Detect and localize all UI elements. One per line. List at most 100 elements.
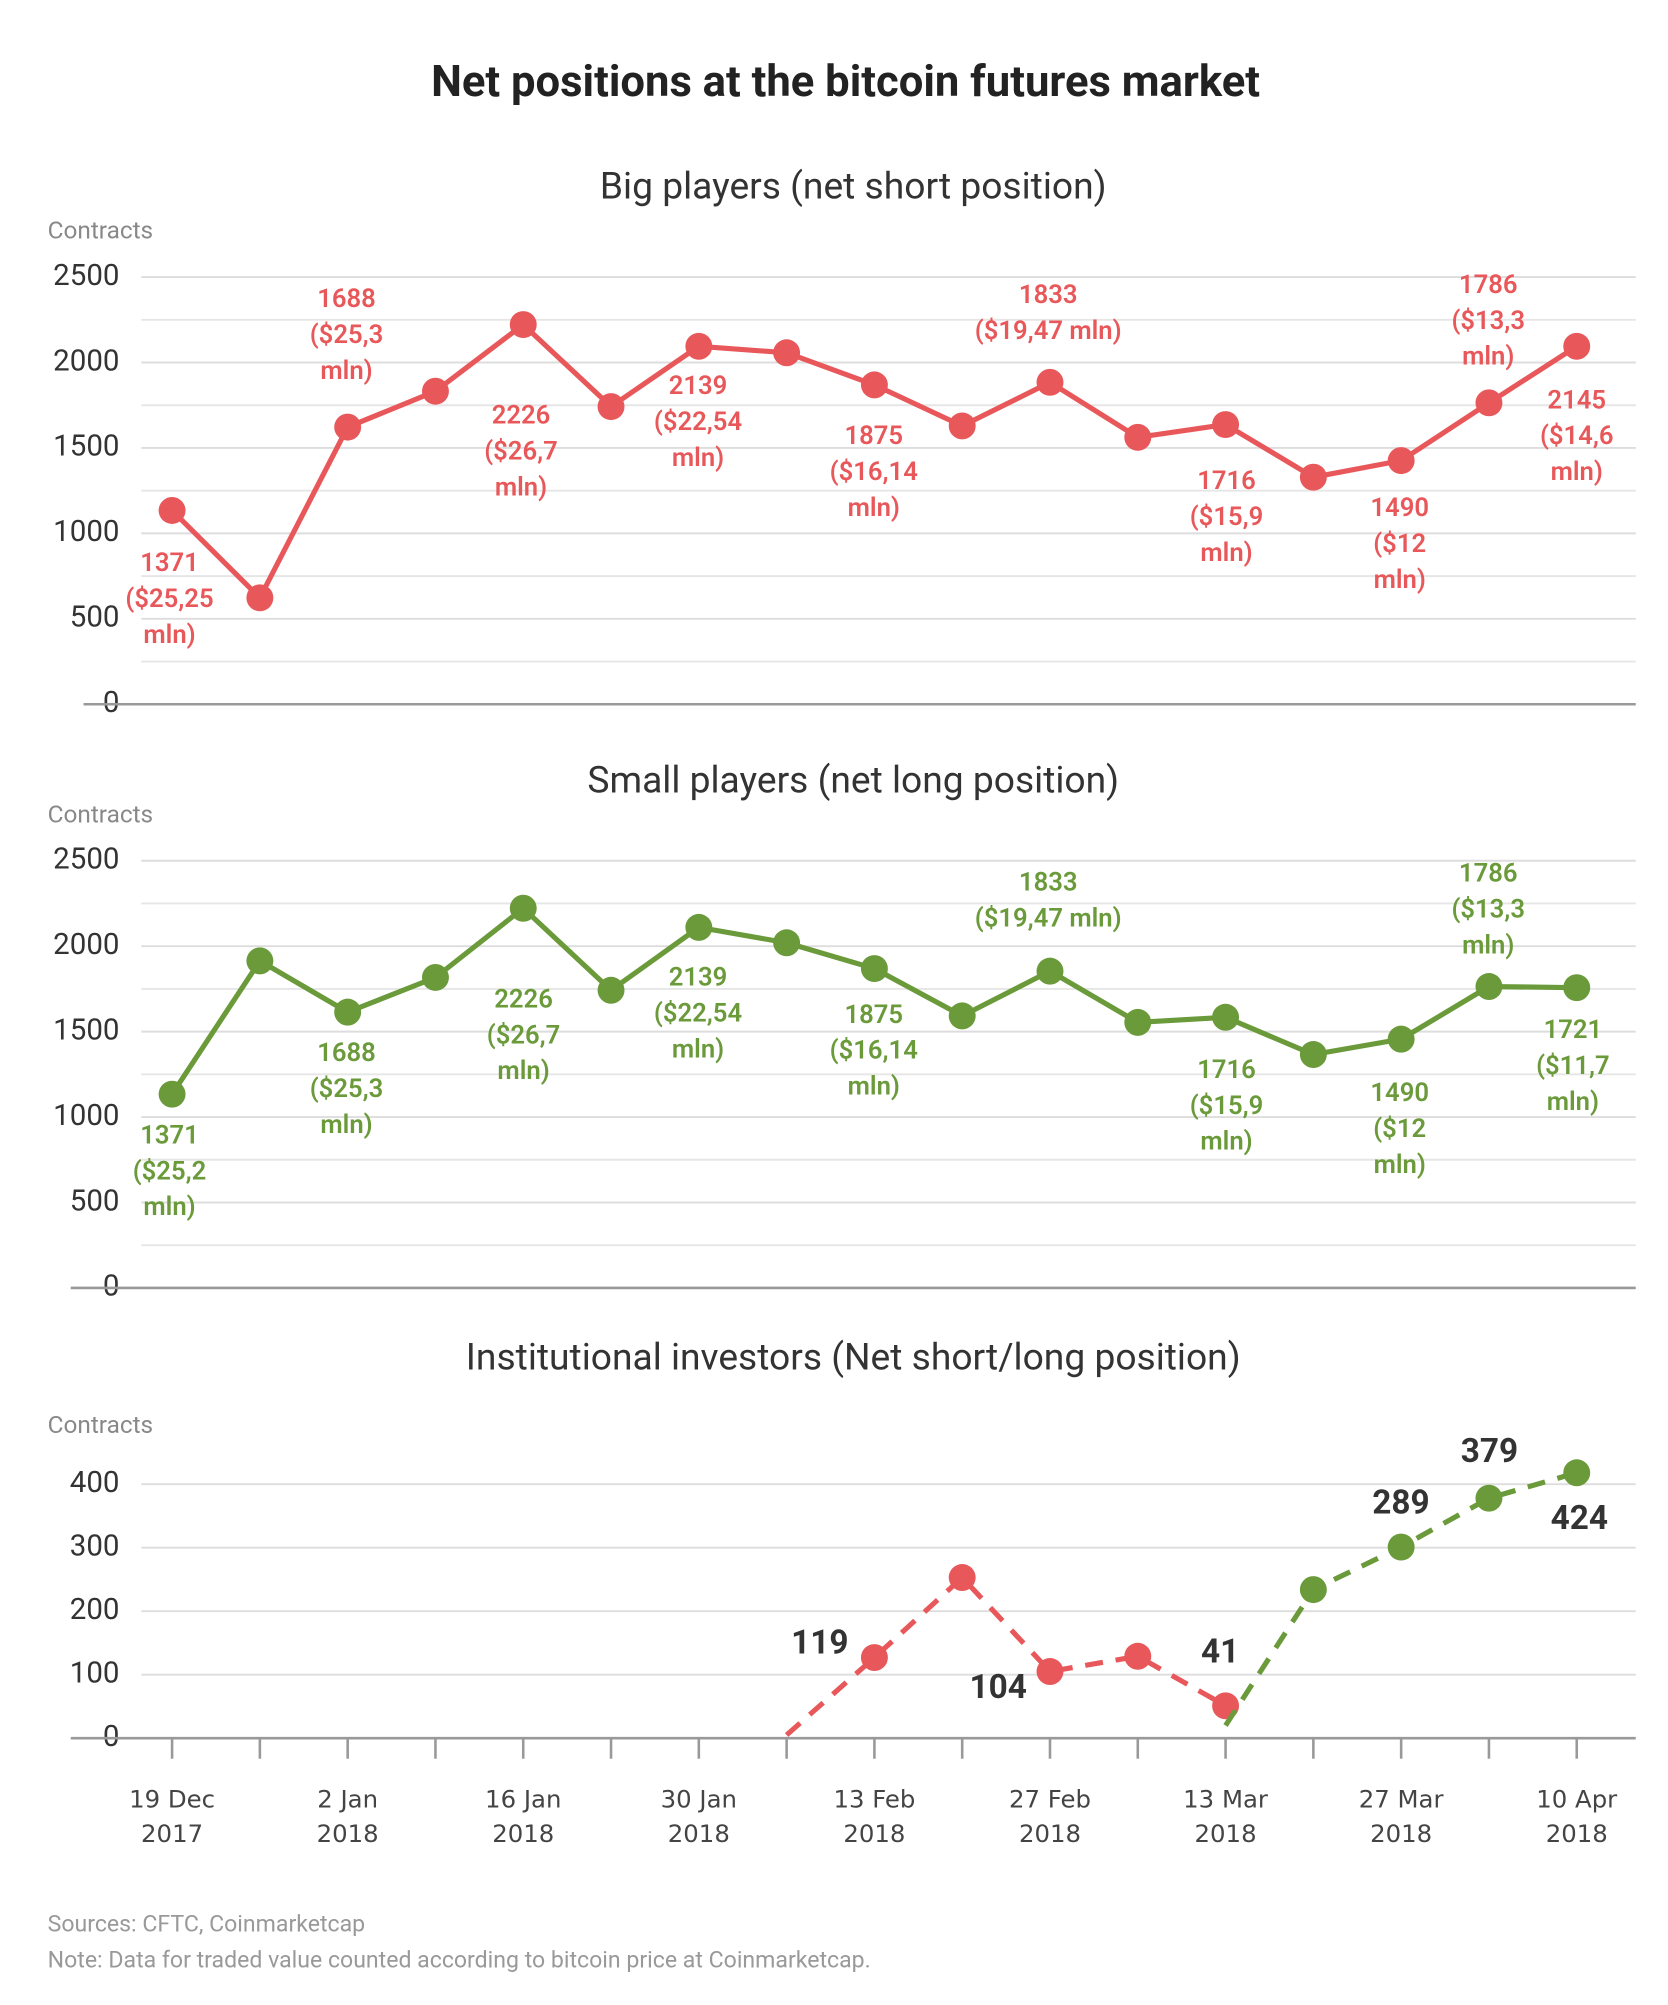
x-tick-label: 13 Feb 2018: [833, 1785, 916, 1849]
annotation: ($25,25: [125, 584, 213, 614]
annotation: 1716: [1197, 1055, 1256, 1085]
x-tick-label-box: 10 Apr 2018: [1536, 1786, 1617, 1849]
chart-title: Small players (net long position): [587, 758, 1119, 802]
chart-title: Big players (net short position): [600, 164, 1107, 208]
point: [509, 311, 537, 339]
series-line: [784, 1574, 1227, 1737]
annotation: mln): [1462, 930, 1514, 960]
point: [1563, 1459, 1591, 1487]
y-tick-label: 2000: [53, 344, 119, 378]
point: [685, 332, 713, 360]
annotation: 289: [1372, 1484, 1429, 1523]
x-tick-label-box: 13 Feb 2018: [833, 1785, 916, 1849]
x-tick-label-box: 19 Dec 2017: [129, 1785, 216, 1849]
annotation: ($26,7: [484, 437, 558, 467]
annotation: 424: [1551, 1499, 1608, 1538]
annotation: ($19,47 mln): [975, 904, 1122, 934]
source: Sources: CFTC, Coinmarketcap: [48, 1911, 365, 1938]
point: [948, 1564, 976, 1591]
annotation: mln): [495, 473, 547, 503]
point: [1212, 1003, 1240, 1031]
annotation: mln): [1200, 1127, 1252, 1157]
annotation: mln): [1374, 1150, 1426, 1180]
annotation: 2226: [492, 401, 551, 431]
annotation: 1490: [1370, 493, 1429, 523]
x-tick-label: 13 Mar 2018: [1183, 1785, 1268, 1849]
annotation: 2139: [669, 371, 728, 401]
y-tick-label: 2500: [53, 843, 119, 877]
point: [1124, 1642, 1152, 1670]
x-tick-label: 19 Dec 2017: [129, 1785, 216, 1849]
x-tick-label-box: 13 Mar 2018: [1183, 1785, 1268, 1849]
annotation: ($19,47 mln): [975, 316, 1122, 346]
annotation: ($22,54: [654, 407, 742, 437]
point: [1387, 1533, 1415, 1561]
annotation: 104: [969, 1668, 1026, 1707]
point: [1563, 974, 1591, 1002]
annotation: ($12: [1373, 1114, 1426, 1144]
point: [1124, 1008, 1152, 1036]
point: [1387, 447, 1415, 475]
annotation: 1833: [1019, 868, 1078, 898]
y-tick-label: 500: [70, 1184, 120, 1218]
annotation: ($13,3: [1451, 306, 1525, 336]
point: [597, 976, 625, 1004]
point: [1036, 1658, 1064, 1685]
annotation: ($15,9: [1190, 1091, 1264, 1121]
y-tick-label: 100: [70, 1656, 120, 1690]
x-tick-label-box: 27 Feb 2018: [1009, 1786, 1091, 1849]
point: [1475, 389, 1503, 417]
annotation: 1833: [1019, 280, 1078, 310]
point: [1299, 1041, 1327, 1068]
point: [948, 412, 976, 440]
y-tick-label: 2500: [53, 259, 119, 293]
point: [685, 913, 713, 941]
y-tick-label: 1500: [53, 430, 119, 464]
annotation: 2226: [494, 984, 553, 1014]
point: [1299, 1576, 1327, 1604]
annotation: 1371: [140, 1120, 199, 1150]
annotation: 1875: [844, 1000, 903, 1030]
x-tick-label: 16 Jan 2018: [485, 1785, 562, 1849]
annotation: 1721: [1544, 1015, 1603, 1045]
annotation: ($25,3: [310, 320, 384, 350]
point: [1563, 332, 1591, 360]
main-title: Net positions at the bitcoin futures mar…: [431, 56, 1260, 107]
point: [1036, 368, 1064, 396]
annotation: mln): [497, 1056, 549, 1086]
x-tick-label-box: 30 Jan 2018: [661, 1786, 737, 1849]
y-axis-label: Contracts: [48, 1410, 154, 1439]
annotation: ($12: [1373, 529, 1426, 559]
annotation: ($13,3: [1451, 895, 1525, 925]
annotation: mln): [1462, 342, 1514, 372]
annotation: 379: [1461, 1432, 1518, 1471]
point: [421, 963, 449, 991]
point: [509, 894, 537, 922]
annotation: 1875: [844, 421, 903, 451]
annotation: mln): [672, 1034, 724, 1064]
y-tick-label: 1000: [53, 515, 119, 549]
y-axis-label: Contracts: [48, 799, 154, 828]
point: [1475, 973, 1503, 1000]
annotation: mln): [672, 443, 724, 473]
point: [246, 584, 274, 612]
point: [860, 1644, 888, 1672]
annotation: 1371: [140, 548, 199, 578]
y-tick-label: 200: [70, 1593, 120, 1627]
annotation: mln): [1547, 1087, 1599, 1117]
annotation: 1490: [1370, 1078, 1429, 1108]
point: [1124, 423, 1152, 451]
annotation: mln): [143, 1192, 195, 1222]
annotation: 1716: [1197, 466, 1256, 496]
annotation: 1688: [317, 1038, 376, 1068]
point: [773, 929, 801, 957]
annotation: ($25,3: [310, 1074, 384, 1104]
point: [334, 413, 362, 441]
x-tick-label-box: 27 Mar 2018: [1359, 1786, 1444, 1849]
chart-title: Institutional investors (Net short/long …: [466, 1336, 1241, 1380]
annotation: ($15,9: [1190, 502, 1264, 532]
annotation: 2139: [669, 963, 728, 993]
annotation: ($16,14: [830, 457, 918, 487]
annotation: mln): [1200, 538, 1252, 568]
